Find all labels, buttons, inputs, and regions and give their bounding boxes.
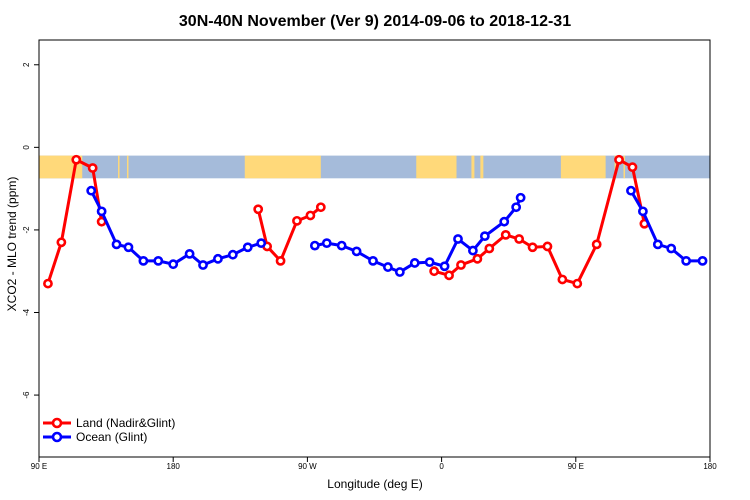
data-point xyxy=(111,239,122,250)
data-point xyxy=(409,258,420,268)
data-point xyxy=(86,185,97,196)
y-tick-label: -6 xyxy=(22,391,31,399)
legend-label: Ocean (Glint) xyxy=(76,430,147,444)
x-tick-label: 90 E xyxy=(31,462,47,471)
data-point xyxy=(479,231,490,242)
data-point xyxy=(315,202,326,213)
land-band-segment xyxy=(471,155,475,179)
data-point xyxy=(557,274,568,285)
data-point xyxy=(572,278,583,289)
data-point xyxy=(542,241,553,252)
x-tick-label: 180 xyxy=(703,462,717,471)
data-point xyxy=(184,248,195,259)
data-point xyxy=(242,242,253,253)
y-axis-label: XCO2 - MLO trend (ppm) xyxy=(5,177,19,312)
x-axis: 90 E 180 90 W 0 90 E 180 xyxy=(31,457,717,471)
x-tick-label: 90 W xyxy=(298,462,317,471)
data-point xyxy=(305,210,316,221)
data-point xyxy=(424,257,435,268)
legend-label: Land (Nadir&Glint) xyxy=(76,416,175,430)
data-point xyxy=(87,163,98,173)
data-point xyxy=(168,259,179,270)
data-point xyxy=(626,185,636,196)
y-tick-label: 0 xyxy=(22,145,31,150)
data-point xyxy=(394,267,405,277)
data-point xyxy=(681,255,692,266)
ocean-band xyxy=(39,155,710,179)
data-point xyxy=(472,253,483,264)
data-point xyxy=(336,240,347,251)
data-point xyxy=(453,234,463,244)
x-axis-label: Longitude (deg E) xyxy=(327,477,422,491)
data-point xyxy=(253,204,264,215)
data-point xyxy=(527,242,538,253)
data-point xyxy=(429,266,440,277)
y-tick-label: -4 xyxy=(22,308,31,316)
x-tick-label: 90 E xyxy=(568,462,584,471)
y-tick-label: -2 xyxy=(22,226,31,234)
data-point xyxy=(256,238,267,249)
data-point xyxy=(123,242,134,253)
data-point xyxy=(213,253,223,264)
legend-marker xyxy=(51,431,63,443)
legend: Land (Nadir&Glint)Ocean (Glint) xyxy=(43,416,175,444)
land-band-segment xyxy=(623,155,626,179)
data-point xyxy=(511,202,522,213)
data-point xyxy=(198,260,208,270)
data-point xyxy=(227,249,238,260)
x-tick-label: 0 xyxy=(439,462,444,471)
data-point xyxy=(309,240,320,251)
data-point xyxy=(666,243,677,254)
data-point xyxy=(652,239,663,250)
data-point xyxy=(321,238,332,249)
data-point xyxy=(468,245,478,256)
data-point xyxy=(614,154,624,165)
data-point xyxy=(638,206,648,217)
land-band-segment xyxy=(39,155,83,179)
data-point xyxy=(43,278,53,289)
data-point xyxy=(627,162,638,173)
data-point xyxy=(439,261,450,272)
data-point xyxy=(456,260,466,270)
chart-title: 30N-40N November (Ver 9) 2014-09-06 to 2… xyxy=(179,13,571,30)
y-axis: 2 0 -2 -4 -6 xyxy=(22,62,39,399)
data-point xyxy=(275,255,286,266)
data-point xyxy=(383,262,393,272)
data-point xyxy=(71,154,82,165)
x-tick-label: 180 xyxy=(167,462,181,471)
land-band-segment xyxy=(118,155,120,179)
y-tick-label: 2 xyxy=(22,62,31,67)
series-ocean xyxy=(86,185,708,277)
land-band-segment xyxy=(614,155,617,179)
data-point xyxy=(697,255,708,266)
data-point xyxy=(56,237,67,248)
land-band-segment xyxy=(244,155,321,179)
data-point xyxy=(153,255,164,266)
series-layer xyxy=(43,154,708,289)
land-band-segment xyxy=(126,155,129,179)
land-band-segment xyxy=(560,155,606,179)
data-point xyxy=(444,270,454,281)
data-point xyxy=(591,239,602,250)
land-band-segment xyxy=(480,155,484,179)
data-point xyxy=(514,234,525,244)
data-point xyxy=(484,243,495,254)
land-ocean-band xyxy=(39,155,710,179)
series-line xyxy=(314,197,522,274)
data-point xyxy=(500,229,511,240)
data-point xyxy=(351,246,362,257)
plot-frame xyxy=(38,39,711,458)
land-band-segment xyxy=(416,155,457,179)
data-point xyxy=(515,192,526,203)
data-point xyxy=(292,215,302,226)
data-point xyxy=(138,255,149,266)
data-point xyxy=(368,255,378,266)
legend-marker xyxy=(51,417,63,429)
data-point xyxy=(499,216,510,227)
data-point xyxy=(96,206,107,217)
